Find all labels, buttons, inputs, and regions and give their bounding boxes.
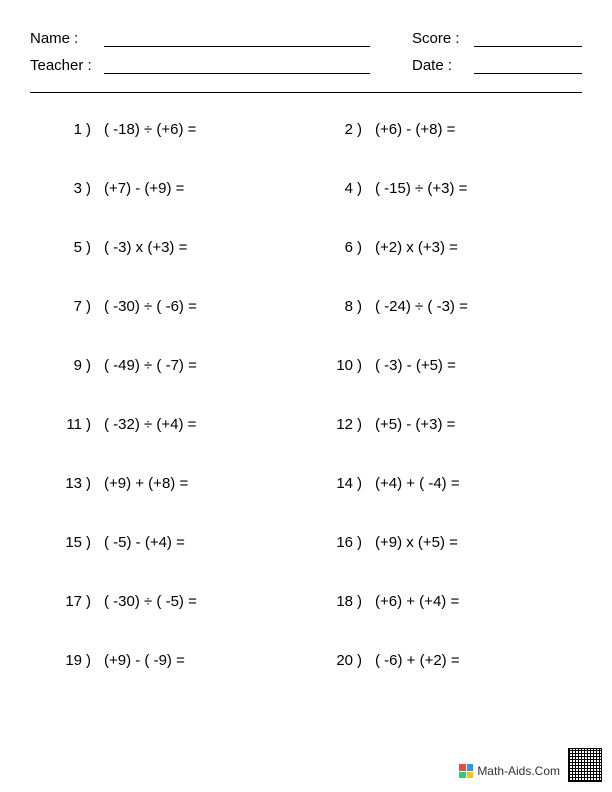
problem-number: 8 xyxy=(321,298,357,315)
header-divider xyxy=(30,92,582,93)
name-label: Name : xyxy=(30,30,94,47)
problem-paren: ) xyxy=(86,357,100,374)
problem-expression: (+9) x (+5) = xyxy=(371,534,458,551)
problem-paren: ) xyxy=(357,180,371,197)
problem-expression: ( -30) ÷ ( -5) = xyxy=(100,593,197,610)
footer-site: Math-Aids.Com xyxy=(477,764,560,778)
problem-paren: ) xyxy=(86,534,100,551)
problem-number: 5 xyxy=(50,239,86,256)
problem-item: 5)( -3) x (+3) = xyxy=(50,239,301,256)
problem-number: 14 xyxy=(321,475,357,492)
problem-item: 14)(+4) + ( -4) = xyxy=(321,475,572,492)
problem-expression: ( -24) ÷ ( -3) = xyxy=(371,298,468,315)
problem-item: 8)( -24) ÷ ( -3) = xyxy=(321,298,572,315)
problem-expression: (+9) - ( -9) = xyxy=(100,652,185,669)
problem-number: 15 xyxy=(50,534,86,551)
problem-expression: ( -18) ÷ (+6) = xyxy=(100,121,196,138)
problem-number: 10 xyxy=(321,357,357,374)
problem-expression: ( -30) ÷ ( -6) = xyxy=(100,298,197,315)
problem-item: 12)(+5) - (+3) = xyxy=(321,416,572,433)
problem-number: 9 xyxy=(50,357,86,374)
problem-item: 7)( -30) ÷ ( -6) = xyxy=(50,298,301,315)
problem-paren: ) xyxy=(86,239,100,256)
problem-paren: ) xyxy=(357,357,371,374)
problem-number: 3 xyxy=(50,180,86,197)
problem-expression: ( -15) ÷ (+3) = xyxy=(371,180,467,197)
problem-paren: ) xyxy=(86,593,100,610)
problem-paren: ) xyxy=(357,121,371,138)
problem-paren: ) xyxy=(86,180,100,197)
qr-code-icon xyxy=(568,748,602,782)
problem-expression: ( -3) - (+5) = xyxy=(371,357,456,374)
problem-item: 11)( -32) ÷ (+4) = xyxy=(50,416,301,433)
problem-number: 2 xyxy=(321,121,357,138)
problem-paren: ) xyxy=(86,416,100,433)
problem-item: 13)(+9) + (+8) = xyxy=(50,475,301,492)
date-field-row: Date : xyxy=(412,57,582,74)
problem-expression: (+5) - (+3) = xyxy=(371,416,455,433)
problem-number: 16 xyxy=(321,534,357,551)
problem-number: 7 xyxy=(50,298,86,315)
problem-paren: ) xyxy=(86,652,100,669)
problems-grid: 1)( -18) ÷ (+6) =2)(+6) - (+8) =3)(+7) -… xyxy=(30,121,582,669)
problem-expression: (+6) - (+8) = xyxy=(371,121,455,138)
problem-paren: ) xyxy=(357,475,371,492)
date-input-line[interactable] xyxy=(474,58,582,74)
problem-item: 1)( -18) ÷ (+6) = xyxy=(50,121,301,138)
name-input-line[interactable] xyxy=(104,31,370,47)
problem-paren: ) xyxy=(357,534,371,551)
problem-expression: ( -5) - (+4) = xyxy=(100,534,185,551)
problem-item: 18)(+6) + (+4) = xyxy=(321,593,572,610)
problem-item: 15)( -5) - (+4) = xyxy=(50,534,301,551)
problem-expression: (+6) + (+4) = xyxy=(371,593,459,610)
teacher-label: Teacher : xyxy=(30,57,94,74)
problem-expression: (+4) + ( -4) = xyxy=(371,475,460,492)
score-field-row: Score : xyxy=(412,30,582,47)
problem-expression: ( -49) ÷ ( -7) = xyxy=(100,357,197,374)
problem-expression: (+7) - (+9) = xyxy=(100,180,184,197)
problem-item: 17)( -30) ÷ ( -5) = xyxy=(50,593,301,610)
problem-item: 19)(+9) - ( -9) = xyxy=(50,652,301,669)
problem-paren: ) xyxy=(357,652,371,669)
problem-item: 4)( -15) ÷ (+3) = xyxy=(321,180,572,197)
problem-paren: ) xyxy=(86,121,100,138)
footer: Math-Aids.Com xyxy=(459,764,560,778)
score-label: Score : xyxy=(412,30,464,47)
problem-number: 19 xyxy=(50,652,86,669)
problem-item: 6)(+2) x (+3) = xyxy=(321,239,572,256)
problem-expression: (+9) + (+8) = xyxy=(100,475,188,492)
problem-number: 17 xyxy=(50,593,86,610)
problem-paren: ) xyxy=(357,298,371,315)
problem-number: 6 xyxy=(321,239,357,256)
problem-paren: ) xyxy=(357,593,371,610)
problem-expression: (+2) x (+3) = xyxy=(371,239,458,256)
problem-paren: ) xyxy=(86,475,100,492)
date-label: Date : xyxy=(412,57,464,74)
problem-number: 4 xyxy=(321,180,357,197)
problem-item: 3)(+7) - (+9) = xyxy=(50,180,301,197)
teacher-field-row: Teacher : xyxy=(30,57,370,74)
problem-item: 9)( -49) ÷ ( -7) = xyxy=(50,357,301,374)
score-input-line[interactable] xyxy=(474,31,582,47)
problem-number: 20 xyxy=(321,652,357,669)
problem-paren: ) xyxy=(357,239,371,256)
problem-expression: ( -6) + (+2) = xyxy=(371,652,460,669)
problem-number: 11 xyxy=(50,416,86,433)
problem-number: 13 xyxy=(50,475,86,492)
teacher-input-line[interactable] xyxy=(104,58,370,74)
problem-item: 20)( -6) + (+2) = xyxy=(321,652,572,669)
problem-number: 18 xyxy=(321,593,357,610)
problem-expression: ( -32) ÷ (+4) = xyxy=(100,416,196,433)
worksheet-header: Name : Teacher : Score : Date : xyxy=(30,30,582,84)
problem-number: 12 xyxy=(321,416,357,433)
problem-paren: ) xyxy=(86,298,100,315)
problem-item: 2)(+6) - (+8) = xyxy=(321,121,572,138)
problem-paren: ) xyxy=(357,416,371,433)
name-field-row: Name : xyxy=(30,30,370,47)
problem-item: 10)( -3) - (+5) = xyxy=(321,357,572,374)
math-aids-logo-icon xyxy=(459,764,473,778)
problem-expression: ( -3) x (+3) = xyxy=(100,239,187,256)
problem-item: 16)(+9) x (+5) = xyxy=(321,534,572,551)
problem-number: 1 xyxy=(50,121,86,138)
